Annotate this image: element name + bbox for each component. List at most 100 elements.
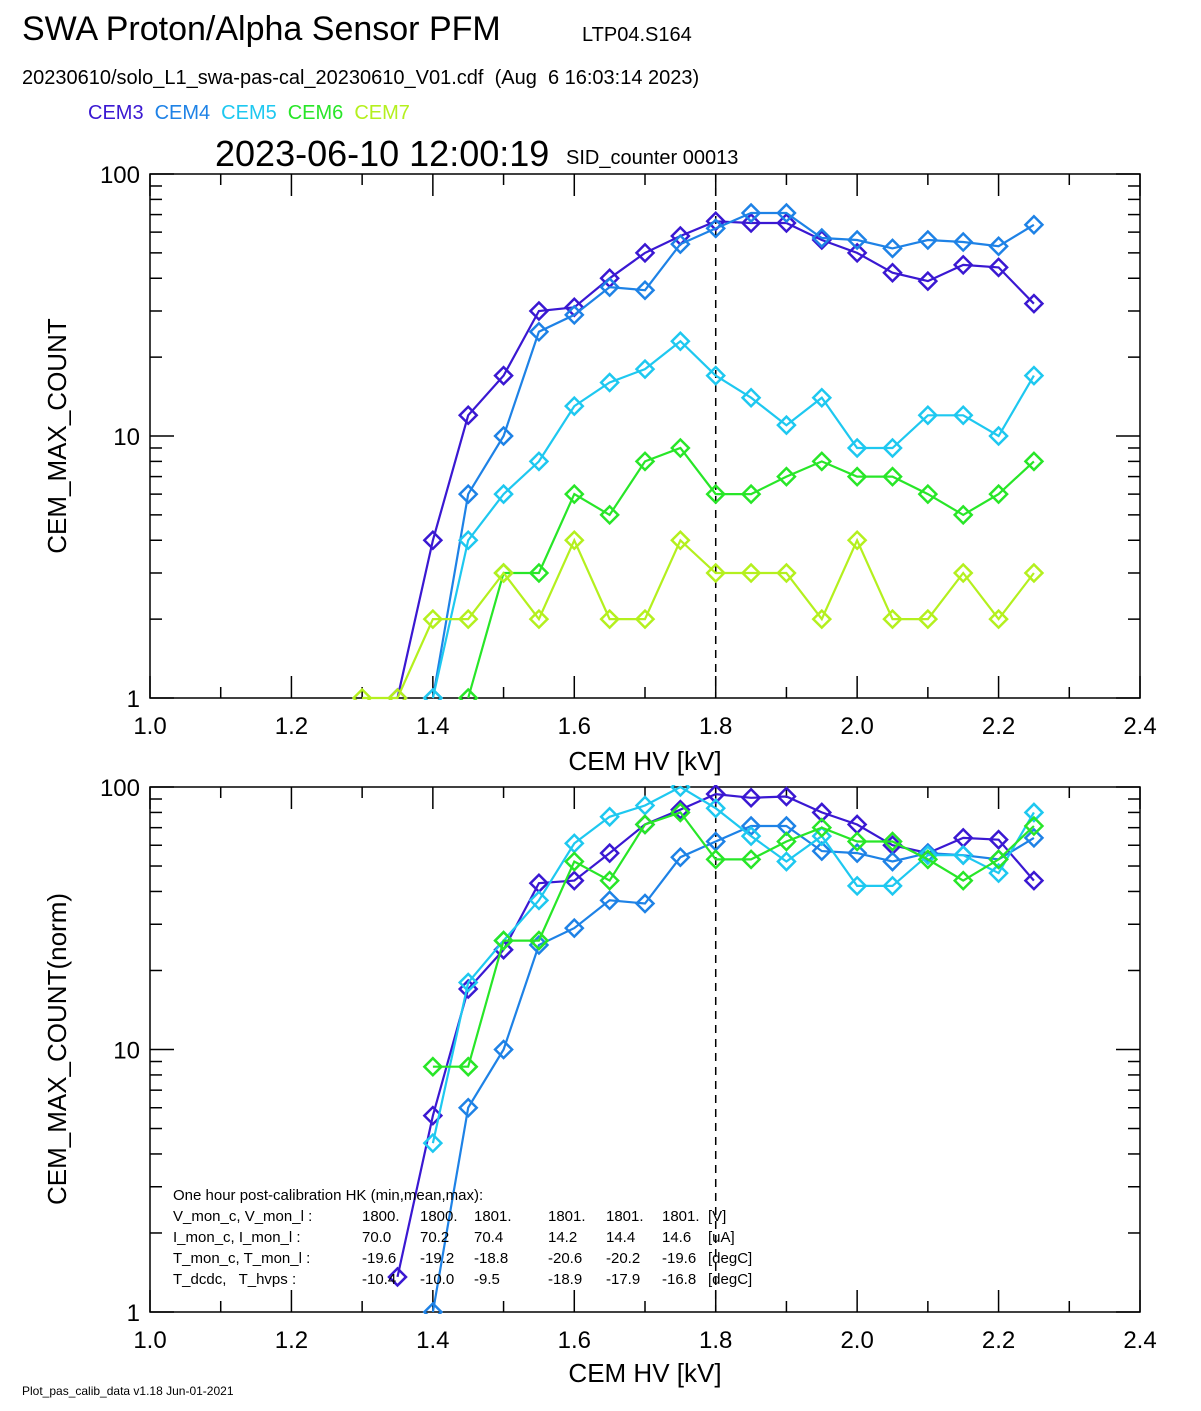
data-point	[599, 870, 620, 891]
data-point	[811, 227, 833, 249]
data-point	[599, 890, 620, 911]
data-point	[705, 365, 726, 386]
data-point	[670, 802, 691, 823]
model: LTP04.S164	[582, 24, 692, 46]
data-point	[882, 262, 903, 283]
data-point	[599, 842, 620, 864]
data-point	[670, 233, 691, 255]
hk-cell: [degC]	[708, 1271, 752, 1288]
data-point	[634, 451, 656, 472]
x-tick-label: 2.4	[1123, 1327, 1156, 1354]
data-point	[528, 562, 550, 584]
x-tick-label: 2.2	[982, 1327, 1015, 1354]
hk-cell: 1801.	[606, 1208, 644, 1225]
data-point	[811, 817, 833, 838]
hk-cell: -18.8	[474, 1250, 508, 1267]
data-point	[457, 1097, 479, 1119]
data-point	[740, 849, 762, 870]
data-point	[634, 795, 656, 816]
file-name: 20230610/solo_L1_swa-pas-cal_20230610_V0…	[22, 67, 699, 89]
data-point	[1023, 827, 1045, 849]
series-line	[467, 446, 1035, 699]
hk-cell: -20.6	[548, 1250, 582, 1267]
data-point	[528, 608, 550, 630]
hk-cell: 14.6	[662, 1229, 691, 1246]
data-point	[988, 608, 1009, 630]
data-point	[776, 466, 797, 487]
x-tick-label: 1.4	[416, 713, 449, 740]
hk-cell: 14.2	[548, 1229, 577, 1246]
data-point	[457, 972, 479, 993]
x-tick-label: 1.0	[133, 713, 166, 740]
data-point	[457, 687, 479, 700]
data-point	[422, 1056, 444, 1077]
data-point	[599, 806, 620, 828]
y-tick-label: 100	[100, 775, 140, 802]
data-point	[988, 849, 1009, 870]
data-point	[776, 851, 797, 872]
data-point	[952, 562, 974, 584]
data-point	[952, 254, 974, 276]
legend-entry: CEM3	[88, 102, 144, 124]
hk-cell: [V]	[708, 1208, 726, 1225]
data-point	[422, 608, 444, 630]
y-tick-label: 1	[127, 686, 140, 713]
legend-entry: CEM4	[155, 102, 211, 124]
data-point	[811, 802, 833, 823]
data-point	[457, 404, 479, 426]
data-point	[811, 451, 833, 472]
data-point	[493, 930, 514, 951]
data-point	[493, 425, 514, 447]
data-point	[705, 785, 726, 805]
x-axis-label: CEM HV [kV]	[568, 746, 721, 776]
data-point	[599, 504, 620, 526]
data-point	[740, 387, 762, 408]
data-point	[917, 483, 939, 505]
hk-cell: [uA]	[708, 1229, 735, 1246]
data-point	[564, 851, 585, 872]
data-point	[422, 1301, 444, 1314]
data-point	[811, 387, 833, 408]
hk-cell: 1800.	[420, 1208, 458, 1225]
data-point	[1023, 451, 1045, 472]
legend-entry: CEM6	[288, 102, 344, 124]
data-point	[917, 844, 939, 866]
data-point	[457, 483, 479, 505]
data-point	[705, 562, 726, 584]
data-point	[882, 238, 903, 259]
counter: SID_counter 00013	[566, 147, 738, 169]
data-point	[705, 483, 726, 505]
series-line	[431, 339, 1035, 699]
data-point	[811, 825, 833, 847]
data-point	[1023, 214, 1045, 236]
data-point	[776, 414, 797, 436]
hk-cell: I_mon_c, I_mon_l :	[173, 1229, 301, 1246]
data-point	[740, 202, 762, 224]
data-point	[776, 212, 797, 234]
data-point	[917, 270, 939, 292]
data-point	[882, 831, 903, 852]
data-point	[952, 404, 974, 426]
x-tick-label: 1.6	[558, 1327, 591, 1354]
hk-cell: -19.6	[662, 1250, 696, 1267]
legend-entry: CEM5	[221, 102, 277, 124]
y-tick-label: 1	[127, 1300, 140, 1327]
x-tick-label: 1.0	[133, 1327, 166, 1354]
data-point	[811, 840, 833, 862]
data-point	[776, 786, 797, 807]
hk-cell: -10.4	[362, 1271, 396, 1288]
hk-cell: 1800.	[362, 1208, 400, 1225]
data-point	[846, 437, 868, 459]
data-point	[1023, 870, 1045, 891]
data-point	[846, 466, 868, 487]
data-point	[493, 1039, 514, 1060]
hk-cell: -10.0	[420, 1271, 454, 1288]
y-tick-label: 100	[100, 162, 140, 189]
data-point	[634, 608, 656, 630]
data-point	[917, 404, 939, 426]
data-point	[457, 529, 479, 551]
plot: 1.0 1.2 1.4 1.6 1.8 2.0 2.2 2.4 1 10 100 CEM HV [kV…	[42, 162, 1157, 776]
hk-cell: -17.9	[606, 1271, 640, 1288]
data-point	[493, 562, 514, 584]
data-point	[634, 279, 656, 301]
